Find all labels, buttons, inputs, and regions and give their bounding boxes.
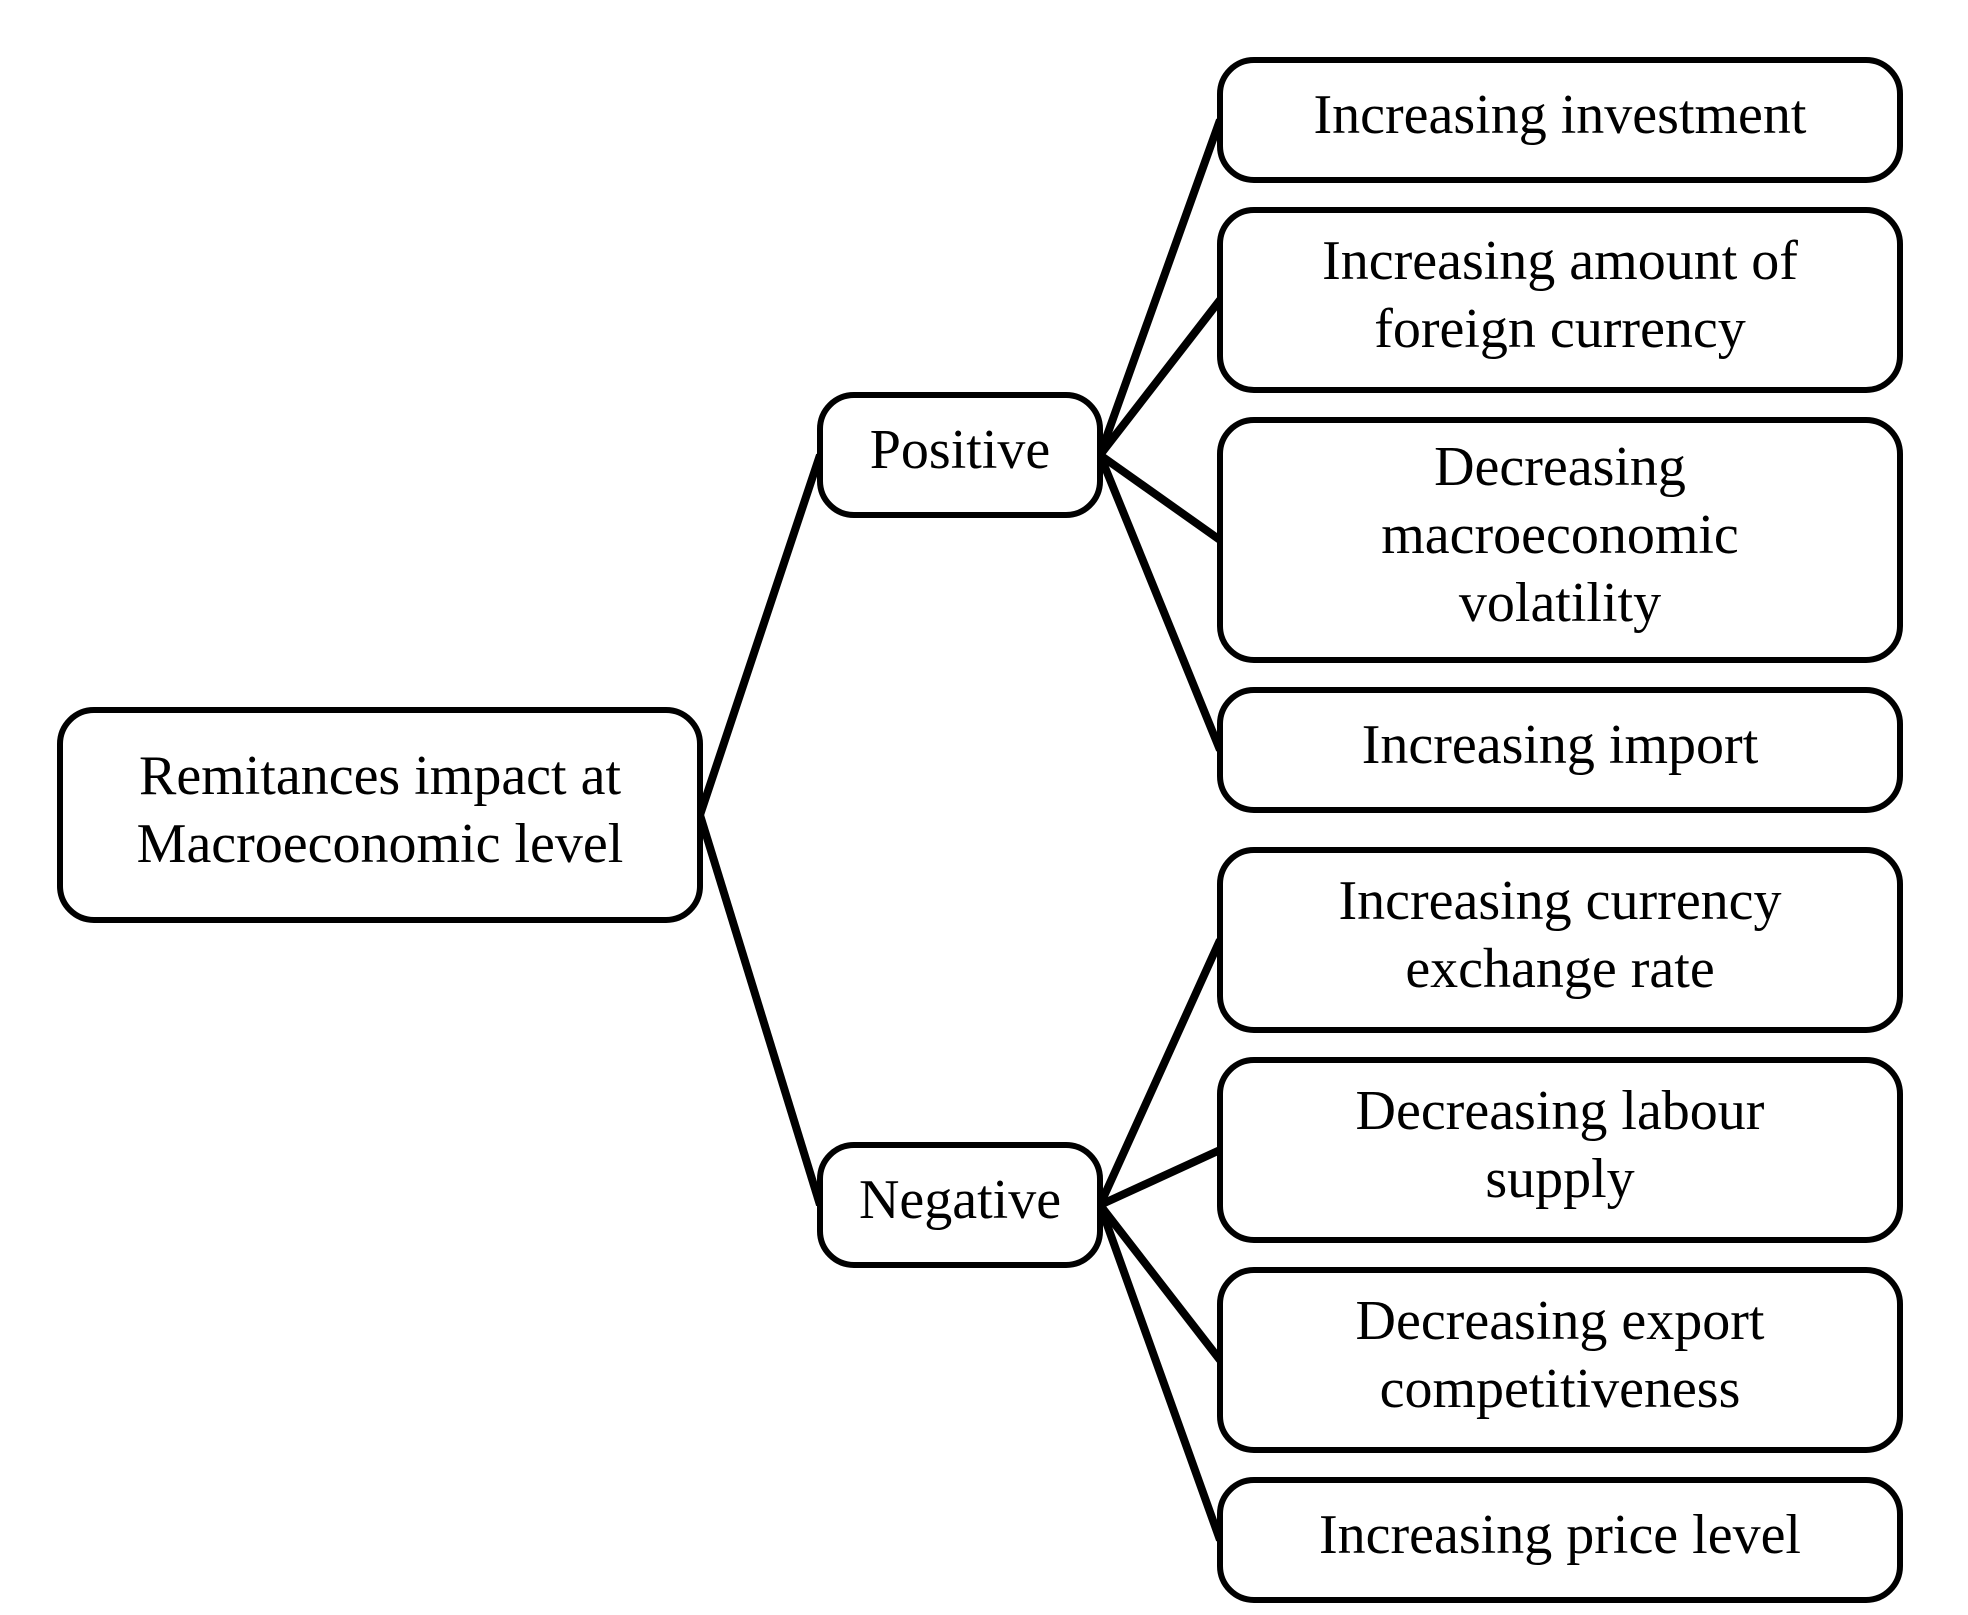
node-n3: Decreasing exportcompetitiveness (1220, 1270, 1900, 1450)
node-negative: Negative (820, 1145, 1100, 1265)
node-p2: Increasing amount offoreign currency (1220, 210, 1900, 390)
node-label-p4: Increasing import (1362, 714, 1759, 776)
edge-negative-n1 (1100, 940, 1220, 1205)
nodes-layer: Remitances impact atMacroeconomic level P… (60, 60, 1900, 1600)
node-p1: Increasing investment (1220, 60, 1900, 180)
edge-negative-n3 (1100, 1205, 1220, 1360)
edge-positive-p1 (1100, 120, 1220, 455)
edge-negative-n4 (1100, 1205, 1220, 1540)
node-p3: Decreasingmacroeconomicvolatility (1220, 420, 1900, 660)
node-label-p1: Increasing investment (1314, 84, 1807, 146)
node-n2: Decreasing laboursupply (1220, 1060, 1900, 1240)
node-label-negative: Negative (859, 1169, 1061, 1231)
node-p4: Increasing import (1220, 690, 1900, 810)
edge-root-negative (700, 815, 820, 1205)
node-n4: Increasing price level (1220, 1480, 1900, 1600)
node-label-n4: Increasing price level (1319, 1504, 1801, 1566)
node-root: Remitances impact atMacroeconomic level (60, 710, 700, 920)
edge-positive-p2 (1100, 300, 1220, 455)
edge-root-positive (700, 455, 820, 815)
remittances-diagram: Remitances impact atMacroeconomic level P… (0, 0, 1968, 1615)
node-positive: Positive (820, 395, 1100, 515)
node-label-positive: Positive (870, 419, 1050, 481)
edges-layer (700, 120, 1220, 1540)
node-n1: Increasing currencyexchange rate (1220, 850, 1900, 1030)
